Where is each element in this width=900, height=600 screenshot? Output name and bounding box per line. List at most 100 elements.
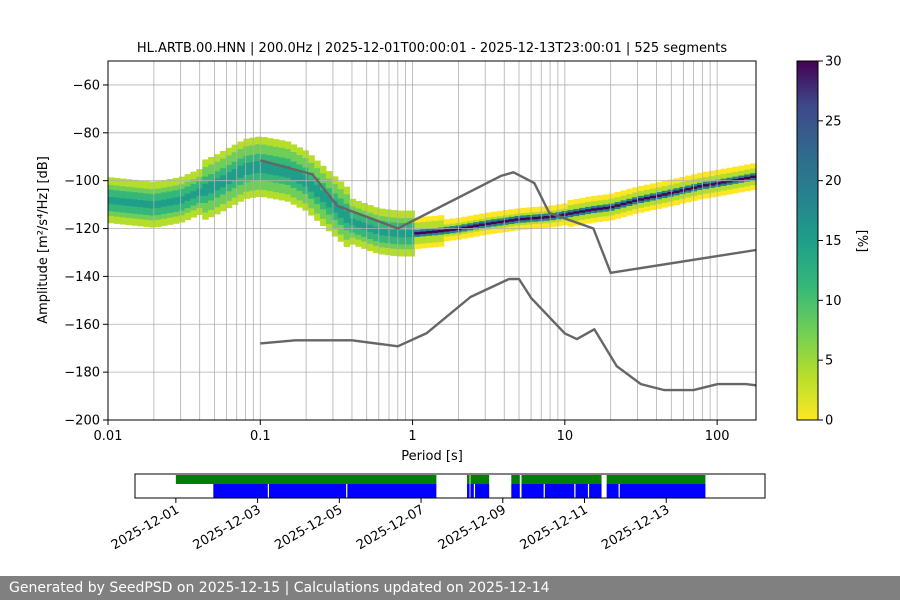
heatmap-cell <box>443 224 451 227</box>
footer-text: Generated by SeedPSD on 2025-12-15 | Cal… <box>9 580 550 596</box>
heatmap-cell <box>708 185 716 188</box>
heatmap-cell <box>172 206 180 210</box>
heatmap-cell <box>119 183 127 187</box>
heatmap-cell <box>361 217 368 221</box>
heatmap-cell <box>231 149 239 153</box>
heatmap-cell <box>208 173 215 177</box>
heatmap-cell <box>119 185 127 189</box>
heatmap-cell <box>284 189 292 193</box>
heatmap-cell <box>178 214 186 218</box>
heatmap-cell <box>720 185 728 189</box>
heatmap-cell <box>355 241 362 245</box>
heatmap-cell <box>367 231 374 235</box>
heatmap-cell <box>261 151 268 155</box>
heatmap-cell <box>284 198 292 202</box>
heatmap-cell <box>231 194 239 198</box>
heatmap-cell <box>137 194 144 198</box>
heatmap-cell <box>697 172 704 176</box>
heatmap-cell <box>243 196 250 199</box>
heatmap-cell <box>320 182 327 186</box>
heatmap-cell <box>549 219 557 223</box>
heatmap-cell <box>632 196 639 200</box>
heatmap-cell <box>255 146 262 150</box>
heatmap-cell <box>225 171 233 175</box>
heatmap-cell <box>108 194 115 197</box>
heatmap-cell <box>284 146 292 150</box>
heatmap-cell <box>467 232 474 236</box>
heatmap-cell <box>325 187 333 191</box>
heatmap-cell <box>343 229 351 233</box>
heatmap-cell <box>355 229 362 233</box>
heatmap-cell <box>314 184 321 188</box>
heatmap-cell <box>108 177 115 181</box>
heatmap-cell <box>378 225 386 229</box>
heatmap-cell <box>467 230 474 233</box>
heatmap-cell <box>349 213 357 216</box>
heatmap-cell <box>449 228 457 231</box>
heatmap-cell <box>361 203 368 206</box>
heatmap-cell <box>284 158 292 162</box>
heatmap-cell <box>214 194 221 198</box>
heatmap-cell <box>290 194 298 198</box>
heatmap-cell <box>296 152 303 155</box>
heatmap-cell <box>632 208 639 212</box>
heatmap-cell <box>208 176 215 179</box>
heatmap-cell <box>113 199 121 203</box>
heatmap-cell <box>426 237 433 241</box>
heatmap-cell <box>632 201 639 205</box>
heatmap-cell <box>649 195 657 199</box>
heatmap-cell <box>390 214 398 218</box>
heatmap-cell <box>679 193 686 197</box>
heatmap-cell <box>331 197 339 201</box>
heatmap-cell <box>108 210 115 214</box>
heatmap-cell <box>384 252 392 256</box>
heatmap-cell <box>284 194 292 197</box>
heatmap-cell <box>149 200 156 204</box>
heatmap-cell <box>408 251 415 255</box>
heatmap-cell <box>490 223 498 227</box>
heatmap-cell <box>585 206 592 210</box>
heatmap-cell <box>349 201 357 204</box>
heatmap-cell <box>697 182 704 186</box>
heatmap-cell <box>325 209 333 213</box>
heatmap-cell <box>485 229 492 233</box>
heatmap-cell <box>214 168 221 172</box>
heatmap-cell <box>378 218 386 221</box>
heatmap-cell <box>632 204 639 207</box>
heatmap-cell <box>673 187 681 191</box>
heatmap-cell <box>337 215 345 218</box>
heatmap-cell <box>284 141 292 145</box>
heatmap-cell <box>296 200 303 203</box>
heatmap-cell <box>361 234 368 237</box>
heatmap-cell <box>349 220 357 224</box>
heatmap-cell <box>231 202 239 205</box>
heatmap-cell <box>278 183 286 187</box>
heatmap-cell <box>214 197 221 201</box>
heatmap-cell <box>125 219 133 223</box>
heatmap-cell <box>331 207 339 211</box>
heatmap-cell <box>261 182 268 186</box>
heatmap-cell <box>337 238 345 242</box>
heatmap-cell <box>337 193 345 197</box>
heatmap-cell <box>490 221 498 225</box>
heatmap-cell <box>302 207 309 211</box>
heatmap-cell <box>714 181 722 185</box>
heatmap-cell <box>396 244 404 247</box>
heatmap-cell <box>514 217 521 221</box>
heatmap-cell <box>155 195 162 199</box>
heatmap-cell <box>591 200 598 204</box>
heatmap-cell <box>308 200 315 204</box>
heatmap-cell <box>414 241 421 245</box>
heatmap-cell <box>685 197 692 200</box>
heatmap-cell <box>479 227 486 231</box>
heatmap-cell <box>738 184 745 188</box>
heatmap-cell <box>420 233 427 237</box>
heatmap-cell <box>738 175 745 178</box>
heatmap-cell <box>272 187 280 190</box>
heatmap-cell <box>461 233 468 237</box>
heatmap-cell <box>190 178 197 182</box>
psd-coverage-bar <box>511 484 520 498</box>
heatmap-cell <box>384 250 392 253</box>
heatmap-cell <box>508 223 516 227</box>
heatmap-cell <box>143 185 150 189</box>
